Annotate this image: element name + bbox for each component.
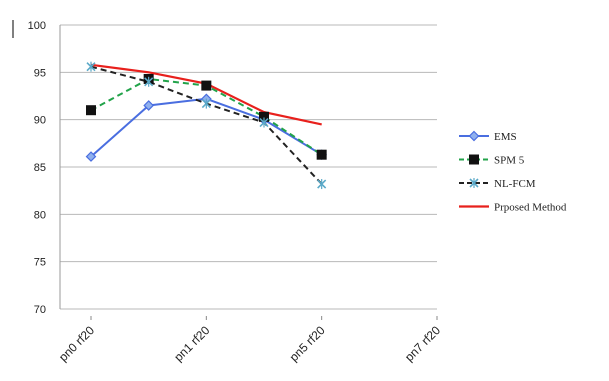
data-point-square: [316, 149, 327, 160]
legend-item: NL-FCM: [459, 178, 536, 190]
legend-label: Prposed Method: [494, 202, 567, 214]
data-point-square: [469, 154, 479, 165]
data-point-star: [86, 61, 96, 72]
data-point-diamond: [468, 130, 480, 142]
series-markers: [85, 61, 328, 190]
y-tick-label: 70: [34, 304, 46, 316]
x-axis: pn0 rf20 pn1 rf20 pn5 rf20 pn7 rf20: [56, 316, 443, 364]
legend-label: EMS: [494, 131, 517, 143]
y-axis: 70 75 80 85 90 95 100: [28, 20, 46, 316]
x-tick-label: pn1 rf20: [171, 323, 212, 364]
x-tick-label: pn0 rf20: [56, 323, 97, 364]
y-tick-label: 100: [28, 20, 46, 32]
data-point-star: [469, 178, 479, 188]
data-point-square: [86, 105, 96, 116]
legend-label: SPM 5: [494, 155, 525, 167]
legend-label: NL-FCM: [494, 178, 536, 190]
data-point-star: [317, 179, 327, 190]
x-tick-label: pn7 rf20: [402, 323, 443, 364]
legend: EMS SPM 5 NL-FCM Prposed Method: [459, 130, 567, 214]
data-point-diamond: [143, 100, 155, 111]
data-point-star: [144, 76, 154, 87]
y-tick-label: 85: [34, 162, 46, 174]
legend-item: EMS: [459, 130, 517, 143]
y-tick-label: 90: [34, 115, 46, 127]
data-point-square: [201, 80, 212, 91]
data-point-diamond: [85, 151, 97, 162]
y-tick-label: 75: [34, 257, 46, 269]
legend-item: SPM 5: [459, 154, 525, 167]
y-tick-label: 80: [34, 209, 46, 221]
y-tick-label: 95: [34, 67, 46, 79]
data-point-star: [201, 98, 211, 109]
grid-lines: [59, 24, 437, 310]
data-point-star: [259, 117, 269, 128]
x-tick-label: pn5 rf20: [287, 323, 328, 364]
legend-item: Prposed Method: [459, 202, 567, 214]
